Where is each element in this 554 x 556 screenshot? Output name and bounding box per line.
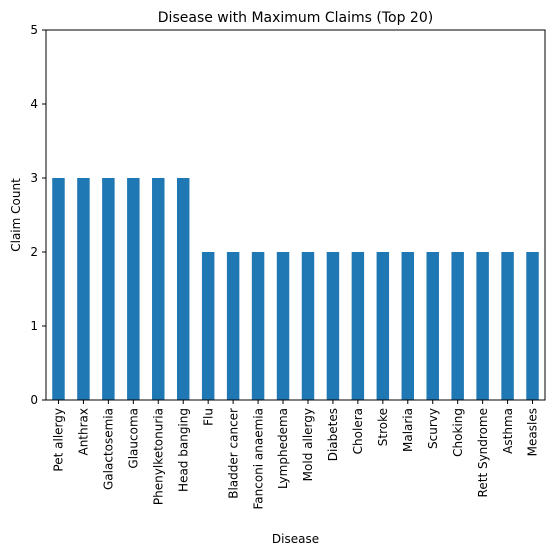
x-tick-label: Diabetes bbox=[326, 408, 340, 461]
bar-bladder-cancer bbox=[226, 252, 240, 400]
x-tick-label: Rett Syndrome bbox=[476, 408, 490, 497]
bar-cholera bbox=[351, 252, 365, 400]
bar-malaria bbox=[401, 252, 415, 400]
x-tick-label: Bladder cancer bbox=[226, 408, 240, 499]
x-tick-label: Galactosemia bbox=[102, 408, 116, 490]
plot-area: Pet allergy Anthrax Galactosemia Glaucoma Ph… bbox=[30, 23, 539, 510]
x-tick-label: Measles bbox=[526, 408, 540, 456]
x-tick-label: Anthrax bbox=[77, 408, 91, 456]
y-tick-label: 1 bbox=[30, 319, 38, 333]
x-tick-label: Pet allergy bbox=[52, 408, 66, 472]
y-tick-label: 0 bbox=[30, 393, 38, 407]
x-tick-label: Glaucoma bbox=[127, 408, 141, 469]
x-tick-label: Cholera bbox=[351, 408, 365, 454]
bar-head-banging bbox=[176, 178, 190, 400]
bar-measles bbox=[526, 252, 539, 400]
x-tick-label: Head banging bbox=[176, 408, 190, 492]
x-tick-label: Stroke bbox=[376, 408, 390, 446]
bar-asthma bbox=[501, 252, 514, 400]
bar-mold-allergy bbox=[301, 252, 315, 400]
bar-rett-syndrome bbox=[476, 252, 489, 400]
y-tick-label: 3 bbox=[30, 171, 38, 185]
y-tick-label: 5 bbox=[30, 23, 38, 37]
bar-fanconi-anaemia bbox=[251, 252, 265, 400]
y-tick-label: 2 bbox=[30, 245, 38, 259]
x-tick-label: Flu bbox=[201, 408, 215, 426]
x-axis-label: Disease bbox=[272, 532, 319, 546]
x-tick-label: Scurvy bbox=[426, 408, 440, 449]
chart-title: Disease with Maximum Claims (Top 20) bbox=[158, 10, 433, 26]
bar-diabetes bbox=[326, 252, 340, 400]
x-tick-label: Malaria bbox=[401, 408, 415, 452]
y-tick-label: 4 bbox=[30, 97, 38, 111]
x-tick-label: Asthma bbox=[501, 408, 515, 454]
bar-anthrax bbox=[77, 178, 90, 400]
bar-galactosemia bbox=[102, 178, 115, 400]
bar-flu bbox=[201, 252, 215, 400]
x-tick-label: Mold allergy bbox=[301, 408, 315, 481]
y-axis-label: Claim Count bbox=[9, 178, 23, 252]
bar-phenylketonuria bbox=[152, 178, 165, 400]
x-tick-label: Lymphedema bbox=[276, 408, 290, 489]
x-tick-label: Choking bbox=[451, 408, 465, 457]
plot-frame bbox=[45, 29, 546, 401]
bar-scurvy bbox=[426, 252, 439, 400]
bar-pet-allergy bbox=[52, 178, 65, 400]
bar-choking bbox=[451, 252, 464, 400]
x-tick-label: Phenylketonuria bbox=[151, 408, 165, 505]
bar-lymphedema bbox=[276, 252, 290, 400]
bar-stroke bbox=[376, 252, 390, 400]
bar-glaucoma bbox=[127, 178, 140, 400]
x-tick-label: Fanconi anaemia bbox=[251, 408, 265, 510]
